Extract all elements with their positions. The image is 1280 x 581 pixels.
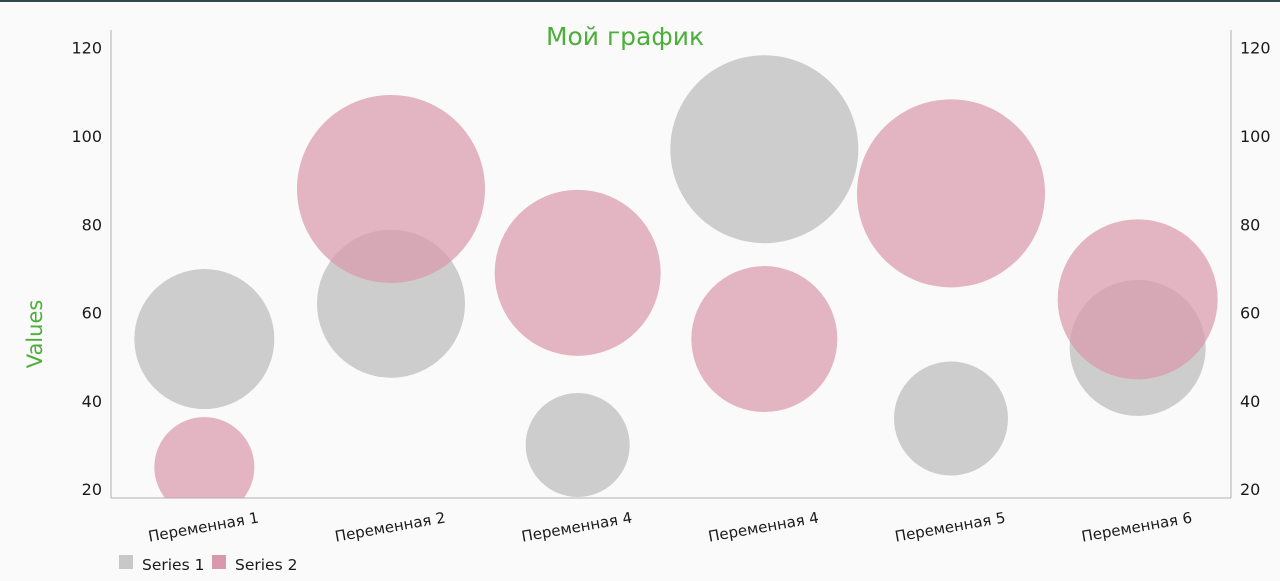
chart-title: Мой график [546,22,704,51]
x-tick-label: Переменная 4 [520,508,633,545]
y-axis-label: Values [23,300,47,369]
y-tick-label-right: 40 [1240,392,1260,411]
bubbles [134,55,1218,517]
y-tick-label-left: 20 [82,480,102,499]
y-ticks-left: 20 40 60 80 100 120 [71,39,102,500]
bubble-series-1[interactable] [134,269,275,410]
x-tick-label: Переменная 4 [707,508,820,545]
bubble-series-2[interactable] [857,99,1045,288]
legend-swatch-series-2 [212,555,226,569]
x-tick-labels: Переменная 1 Переменная 2 Переменная 4 Пере… [147,508,1194,545]
bubble-series-2[interactable] [154,417,255,517]
bubble-series-1[interactable] [894,361,1008,476]
y-tick-label-right: 80 [1240,215,1260,234]
y-tick-label-left: 40 [82,392,102,411]
y-tick-label-right: 60 [1240,304,1260,323]
legend-swatch-series-1 [119,555,133,569]
legend-label-series-1: Series 1 [142,556,204,574]
x-tick-label: Переменная 5 [893,508,1006,545]
y-tick-label-right: 100 [1240,127,1271,146]
bubble-series-1[interactable] [670,55,859,244]
bubble-series-2[interactable] [691,266,838,413]
y-tick-label-right: 20 [1240,480,1260,499]
x-tick-label: Переменная 2 [333,508,446,545]
legend: Series 1 Series 2 [119,555,297,574]
bubble-series-2[interactable] [1057,219,1218,380]
axes [110,30,1232,499]
y-ticks-right: 20 40 60 80 100 120 [1240,39,1271,500]
y-tick-label-left: 80 [82,215,102,234]
legend-label-series-2: Series 2 [235,556,297,574]
y-tick-label-left: 120 [71,39,102,58]
y-tick-label-left: 60 [82,304,102,323]
x-tick-label: Переменная 6 [1080,508,1193,545]
bubble-series-2[interactable] [494,189,661,356]
bubble-series-2[interactable] [297,94,485,283]
y-tick-label-left: 100 [71,127,102,146]
y-tick-label-right: 120 [1240,39,1271,58]
bubble-series-1[interactable] [525,393,630,498]
x-tick-label: Переменная 1 [147,508,260,545]
